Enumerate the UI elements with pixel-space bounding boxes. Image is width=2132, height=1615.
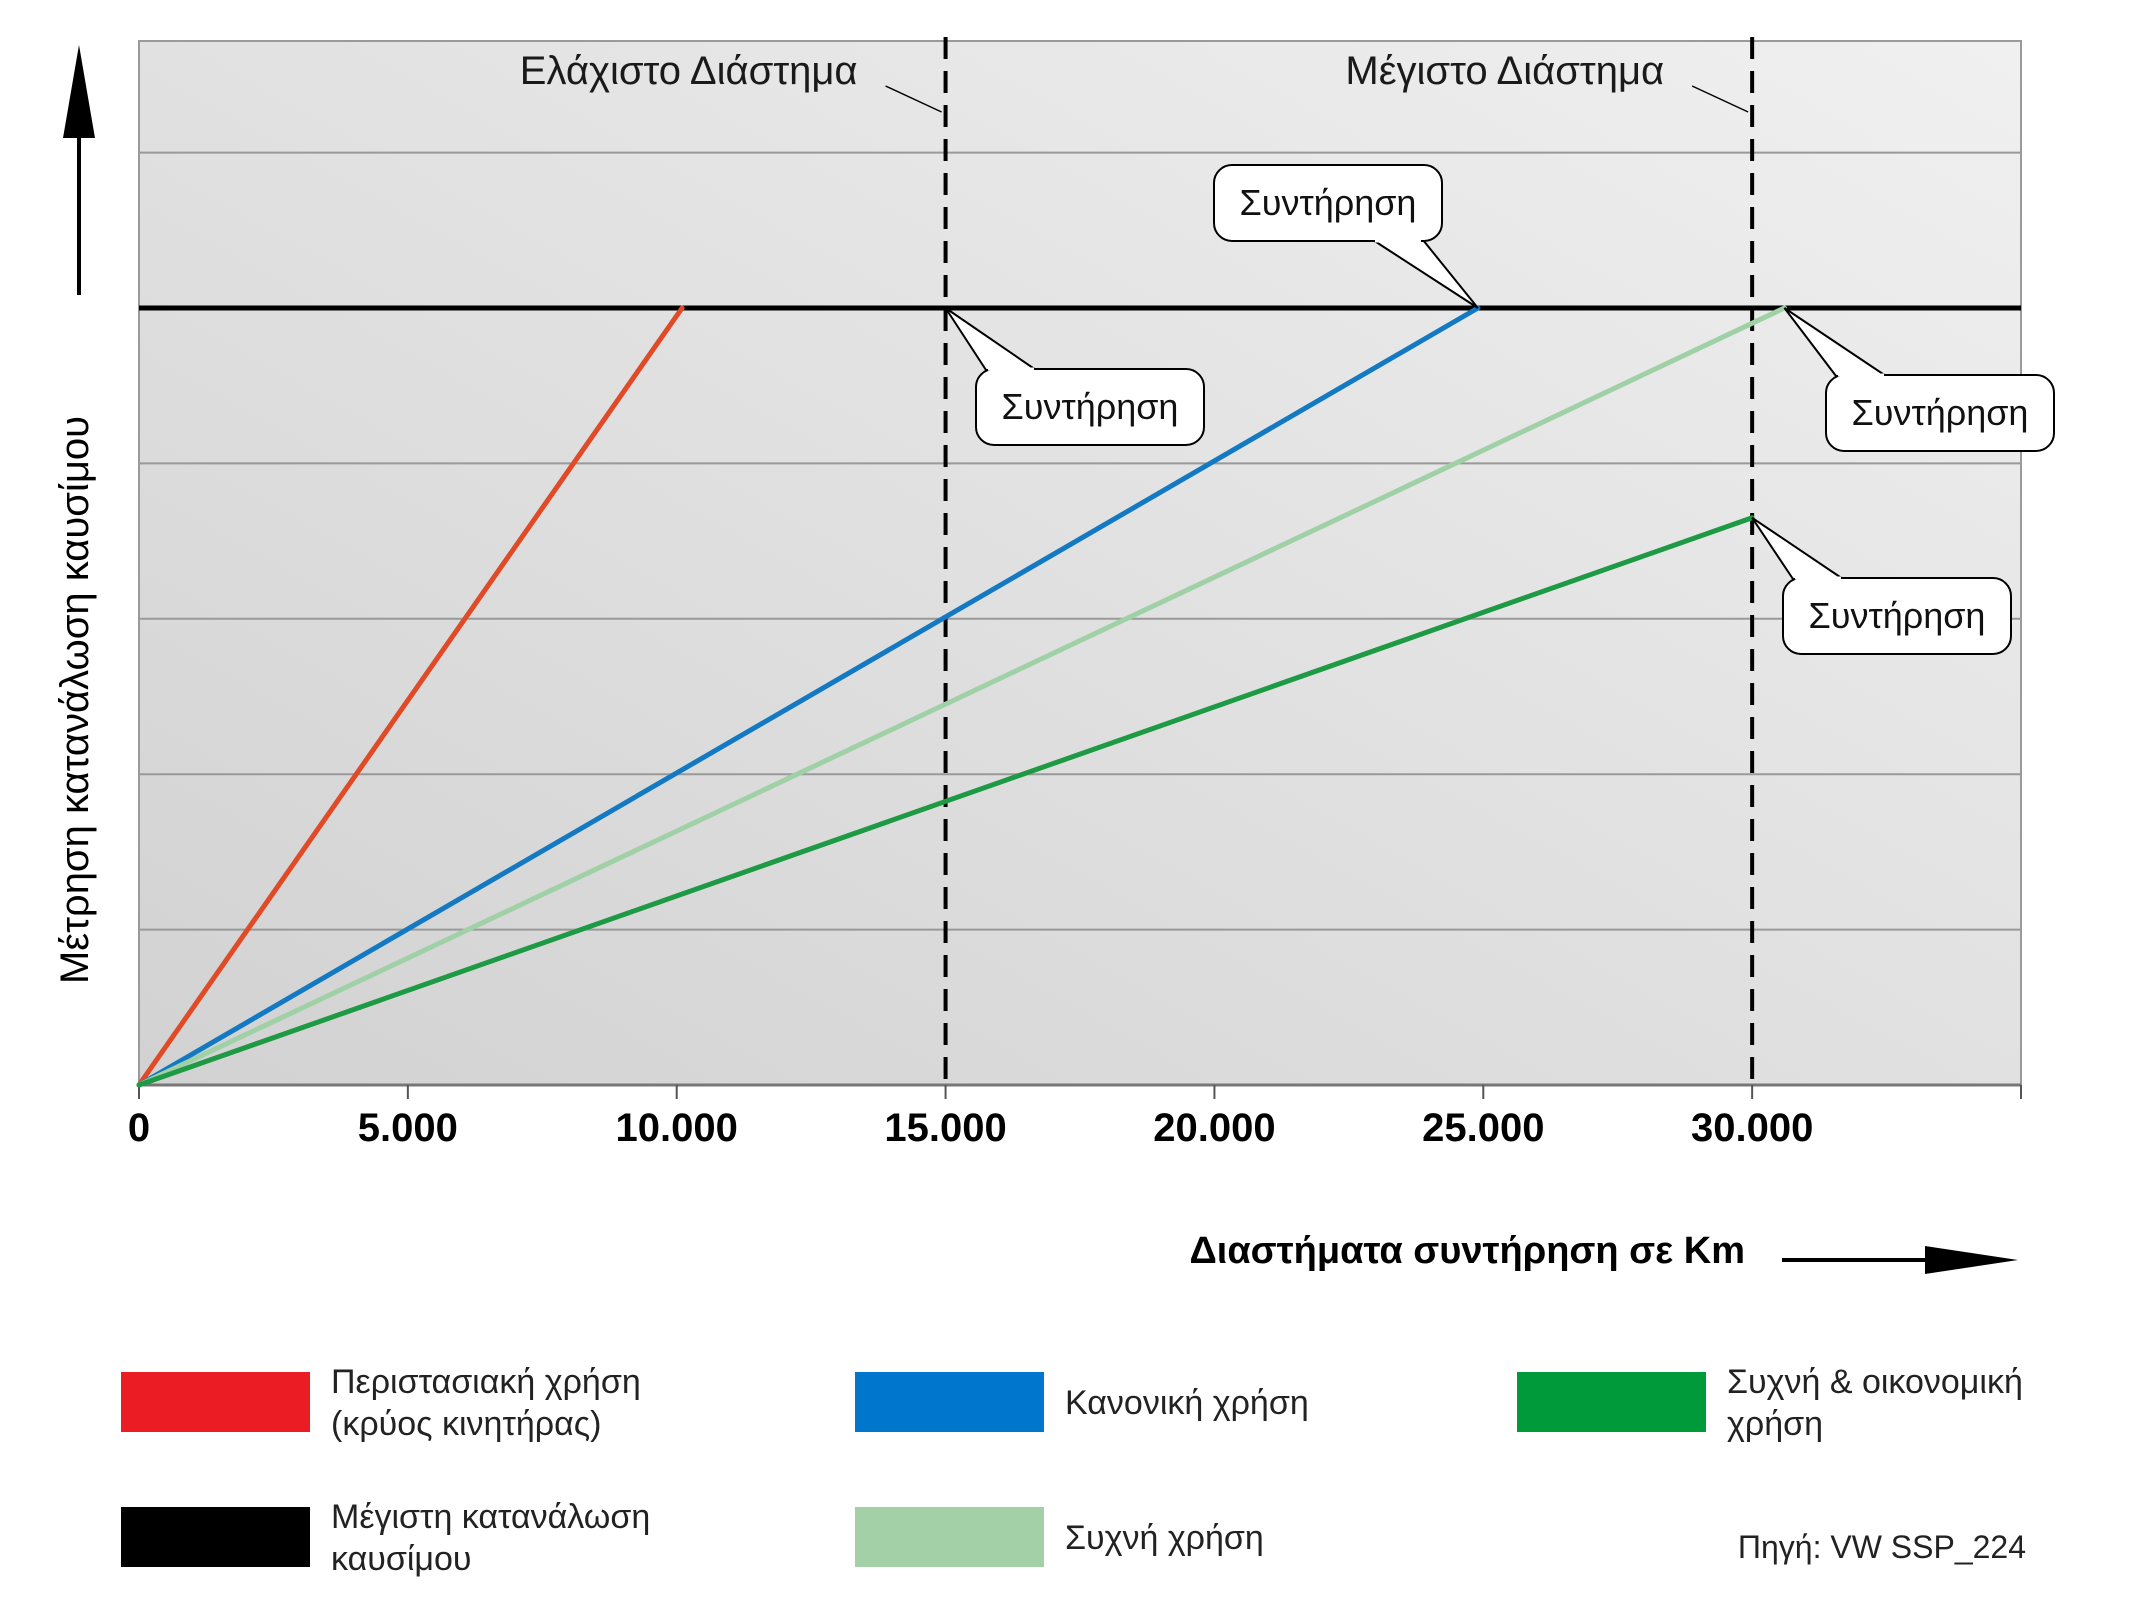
- interval-label-0: Ελάχιστο Διάστημα: [520, 49, 858, 93]
- x-tick-label-2: 10.000: [616, 1106, 738, 1150]
- legend-label: Μέγιστη κατανάλωση: [331, 1498, 650, 1536]
- legend-swatch: [855, 1372, 1044, 1432]
- interval-leader-0: [885, 85, 942, 113]
- interval-label-1: Μέγιστο Διάστημα: [1345, 49, 1664, 93]
- series-lines: [136, 305, 1787, 1088]
- x-tick-label-4: 20.000: [1153, 1106, 1275, 1150]
- callout-box: [1782, 577, 2012, 655]
- x-axis-label: Διαστήματα συντήρηση σε Km: [1189, 1230, 1745, 1272]
- x-tick-label-6: 30.000: [1691, 1106, 1813, 1150]
- callout-text: Συντήρηση: [1809, 595, 1986, 636]
- x-tick-label-3: 15.000: [884, 1106, 1006, 1150]
- legend-label: Περιστασιακή χρήση: [331, 1363, 641, 1401]
- y-axis-label: Μέτρηση κατανάλωση καυσίμου: [53, 416, 97, 984]
- legend-item-2: Συχνή & οικονομική χρήση: [1517, 1363, 2023, 1443]
- x-tick-label-0: 0: [128, 1106, 150, 1150]
- legend-label: χρήση: [1727, 1405, 1823, 1443]
- axes: 0 5.000 10.000 15.000 20.000 25.000 30.000: [63, 45, 2022, 1274]
- series-line-2: [136, 305, 1787, 1088]
- interval-lines: Ελάχιστο Διάστημα Μέγιστο Διάστημα: [520, 37, 1755, 1085]
- legend-item-4: Συχνή χρήση: [855, 1507, 1264, 1567]
- legend-label: Συχνή & οικονομική: [1727, 1363, 2023, 1401]
- legend-label: καυσίμου: [331, 1540, 471, 1578]
- legend-label: Κανονική χρήση: [1065, 1384, 1309, 1422]
- grid-lines: [139, 151, 2021, 931]
- x-tick-label-1: 5.000: [358, 1106, 458, 1150]
- legend-label: (κρύος κινητήρας): [331, 1405, 602, 1443]
- legend: Περιστασιακή χρήση (κρύος κινητήρας) Κανον…: [121, 1363, 2023, 1578]
- legend-swatch: [1517, 1372, 1706, 1432]
- callout-box: [1213, 164, 1443, 242]
- maintenance-callout-0: Συντήρηση: [1213, 164, 1479, 309]
- legend-item-0: Περιστασιακή χρήση (κρύος κινητήρας): [121, 1363, 641, 1443]
- plot-background: [138, 40, 2022, 1086]
- callout-box: [975, 368, 1205, 446]
- legend-swatch: [855, 1507, 1044, 1567]
- callout-box: [1825, 374, 2055, 452]
- source-note: Πηγή: VW SSP_224: [1738, 1529, 2026, 1565]
- maintenance-callout-1: Συντήρηση: [944, 307, 1205, 446]
- interval-leader-1: [1691, 85, 1749, 113]
- y-axis-arrow-head: [63, 45, 95, 138]
- callouts: Συντήρηση Συντήρηση Συντήρηση Συντήρηση: [944, 164, 2055, 655]
- legend-item-3: Μέγιστη κατανάλωση καυσίμου: [121, 1498, 650, 1578]
- callout-text: Συντήρηση: [1852, 392, 2029, 433]
- maintenance-callout-2: Συντήρηση: [1783, 307, 2055, 452]
- callout-text: Συντήρηση: [1240, 182, 1417, 223]
- callout-text: Συντήρηση: [1002, 386, 1179, 427]
- legend-item-1: Κανονική χρήση: [855, 1372, 1309, 1432]
- x-axis-arrow-head: [1925, 1246, 2018, 1274]
- x-tick-label-5: 25.000: [1422, 1106, 1544, 1150]
- series-line-1: [136, 305, 1481, 1088]
- legend-swatch: [121, 1507, 310, 1567]
- maintenance-callout-3: Συντήρηση: [1751, 516, 2012, 655]
- series-line-0: [136, 305, 685, 1088]
- series-line-3: [136, 515, 1755, 1088]
- legend-label: Συχνή χρήση: [1065, 1519, 1264, 1557]
- legend-swatch: [121, 1372, 310, 1432]
